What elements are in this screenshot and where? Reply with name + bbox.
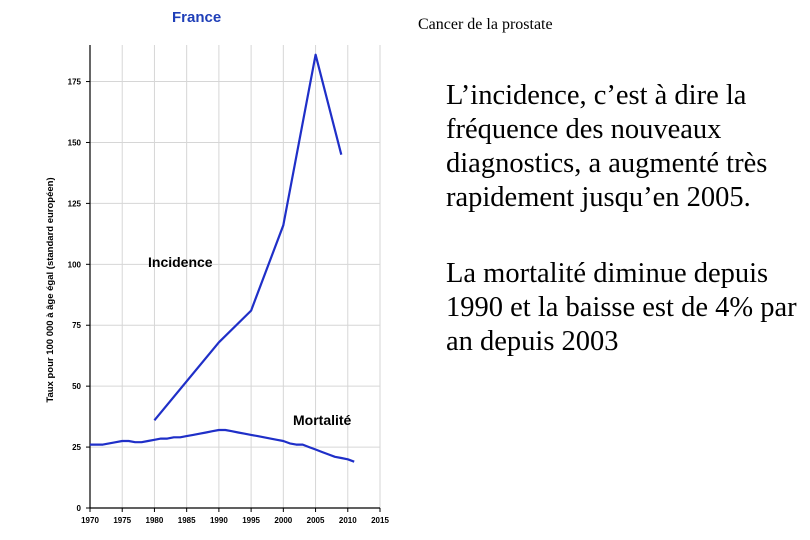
y-tick-label-75: 75	[72, 321, 81, 330]
y-tick-label-125: 125	[68, 199, 82, 208]
series-line-1	[90, 428, 355, 463]
x-tick-label-2015: 2015	[371, 516, 389, 525]
series-line-0	[153, 53, 343, 422]
x-tick-label-2000: 2000	[274, 516, 292, 525]
x-tick-label-2010: 2010	[339, 516, 357, 525]
axis-layer: 1970 1975 1980 1985 1990 1995 2000 2005 2010 2015…	[45, 45, 389, 525]
y-tick-label-175: 175	[68, 78, 82, 87]
y-tick-label-150: 150	[68, 138, 82, 147]
x-tick-label-1970: 1970	[81, 516, 99, 525]
chart-area: 1970 1975 1980 1985 1990 1995 2000 2005 2010 2015…	[45, 9, 389, 525]
x-tick-label-2005: 2005	[307, 516, 325, 525]
series-layer	[90, 53, 355, 463]
slide-header: Cancer de la prostate	[418, 16, 553, 33]
paragraph-incidence: L’incidence, c’est à dire la fréquence d…	[446, 80, 768, 213]
series-label-1: Mortalité	[293, 412, 352, 428]
y-tick-label-0: 0	[77, 504, 82, 513]
x-tick-label-1985: 1985	[178, 516, 196, 525]
label-layer: Incidence Mortalité	[148, 254, 352, 428]
y-axis-label: Taux pour 100 000 à âge égal (standard e…	[45, 177, 56, 402]
chart-title: France	[172, 9, 222, 26]
x-tick-label-1990: 1990	[210, 516, 228, 525]
chart-svg: 1970 1975 1980 1985 1990 1995 2000 2005 2010 2015…	[45, 45, 389, 525]
y-tick-label-25: 25	[72, 443, 81, 452]
x-tick-label-1975: 1975	[113, 516, 131, 525]
y-tick-label-50: 50	[72, 382, 81, 391]
paragraph-mortality: La mortalité diminue depuis 1990 et la b…	[446, 258, 797, 357]
series-label-0: Incidence	[148, 254, 213, 270]
grid-layer	[90, 45, 381, 508]
x-tick-label-1995: 1995	[242, 516, 260, 525]
y-tick-label-100: 100	[68, 260, 82, 269]
x-tick-label-1980: 1980	[146, 516, 164, 525]
